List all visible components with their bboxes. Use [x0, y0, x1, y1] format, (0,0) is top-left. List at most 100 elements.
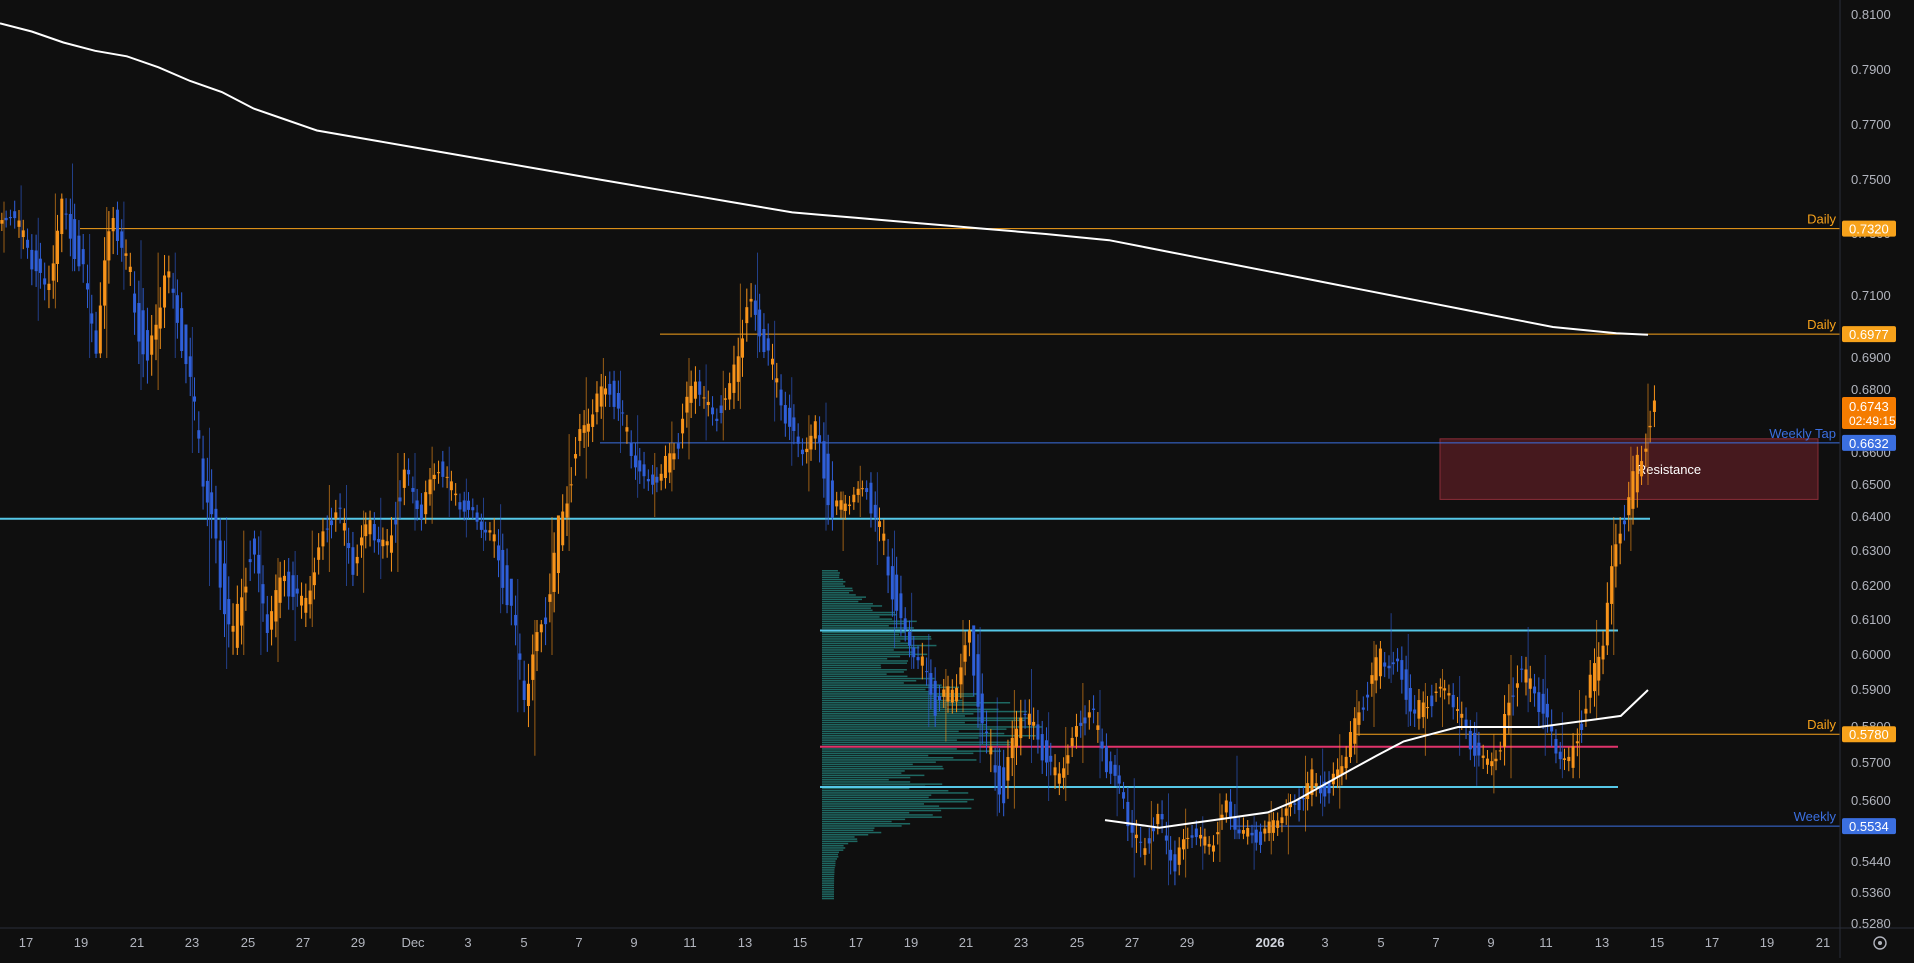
candle-body: [728, 383, 732, 400]
candle-body: [591, 414, 595, 427]
candle-body: [1464, 719, 1468, 728]
candle-body: [1434, 691, 1438, 693]
candle-body: [1289, 803, 1293, 808]
candle-body: [753, 300, 757, 315]
level-price-tag: [1842, 818, 1896, 835]
candle-body: [1066, 755, 1070, 764]
candle-body: [655, 476, 659, 483]
candle-body: [197, 430, 201, 439]
candle-body: [1361, 707, 1365, 710]
candle-body: [85, 283, 89, 290]
candle: [492, 504, 509, 614]
candle-body: [1584, 708, 1588, 714]
time-tick-label: 19: [904, 935, 918, 950]
candle-body: [642, 464, 646, 477]
candle: [972, 625, 989, 763]
volume-profile-bar: [822, 864, 836, 867]
candle-body: [980, 693, 984, 724]
volume-profile-bar: [822, 796, 929, 799]
candle: [1348, 690, 1365, 763]
time-tick-label: 27: [1125, 935, 1139, 950]
candle-body: [788, 407, 792, 427]
volume-profile-bar: [822, 882, 835, 884]
candle-body: [745, 307, 749, 324]
time-tick-label: 17: [19, 935, 33, 950]
candle-body: [1357, 712, 1361, 725]
candle-body: [261, 584, 265, 604]
volume-profile-bar: [822, 614, 897, 616]
price-tick-label: 0.6800: [1851, 382, 1891, 397]
volume-profile-bar: [822, 695, 975, 697]
level-label: Weekly Tap: [1769, 426, 1836, 441]
candle: [1143, 801, 1160, 870]
candle-body: [295, 588, 299, 594]
candle: [407, 453, 423, 531]
candle-body: [1079, 722, 1083, 726]
time-tick-label: 21: [130, 935, 144, 950]
candle-body: [488, 530, 492, 533]
volume-profile-bar: [822, 803, 924, 805]
price-tick-label: 0.7500: [1851, 172, 1891, 187]
candle-body: [338, 507, 342, 509]
candle-body: [0, 220, 4, 224]
candle-body: [1348, 732, 1352, 758]
candle-body: [180, 308, 184, 352]
price-tick-label: 0.5900: [1851, 682, 1891, 697]
candle-body: [137, 303, 141, 342]
level-label: Daily: [1807, 212, 1836, 227]
candle-body: [514, 614, 518, 626]
candle-body: [34, 250, 38, 272]
price-tick-label: 0.8100: [1851, 7, 1891, 22]
candle-body: [193, 396, 197, 402]
settings-gear-icon[interactable]: [1873, 936, 1887, 950]
level-price-tag-text: 0.6632: [1849, 436, 1889, 451]
candle-body: [77, 235, 81, 267]
candle-body: [56, 230, 60, 265]
volume-profile-bar: [822, 761, 936, 763]
candle-body: [616, 392, 620, 409]
candle-body: [1404, 669, 1408, 700]
candle-body: [770, 358, 774, 365]
candle-body: [723, 398, 727, 400]
price-tick-label: 0.6900: [1851, 350, 1891, 365]
candle: [1194, 816, 1211, 870]
volume-profile-bar: [822, 829, 874, 832]
candle-body: [805, 448, 809, 453]
candle-body: [1203, 836, 1207, 846]
time-tick-label: 19: [1760, 935, 1774, 950]
candle-body: [38, 258, 42, 273]
candle-body: [231, 625, 235, 632]
candle-body: [1468, 730, 1472, 750]
candle-body: [531, 654, 535, 680]
candle: [526, 620, 543, 756]
volume-profile-bar: [822, 600, 859, 603]
candle-body: [749, 298, 753, 302]
volume-profile-bar: [822, 710, 1028, 713]
candle-body: [282, 575, 286, 582]
candle-body: [21, 230, 25, 238]
candle-body: [509, 578, 513, 606]
candle: [681, 358, 697, 460]
candle-body: [1096, 725, 1100, 730]
candle-body: [467, 500, 471, 510]
candle: [1092, 690, 1108, 779]
candle-body: [907, 631, 911, 646]
candle-body: [1152, 827, 1156, 832]
time-axis[interactable]: 17 19 21 23 25 27 29 Dec 3 5 7 9 11 13 15 17 19 21 23 25 27 2…: [19, 935, 1830, 950]
candle-body: [1507, 702, 1511, 716]
candle-body: [758, 309, 762, 337]
candle-body: [1002, 767, 1006, 804]
candle-body: [933, 680, 937, 716]
candle-body: [711, 407, 715, 415]
candle-body: [47, 283, 51, 291]
resistance-zone-label: Resistance: [1637, 462, 1701, 477]
volume-profile-bar: [822, 748, 957, 750]
candle-body: [929, 673, 933, 695]
candle: [818, 402, 834, 531]
volume-profile-bar: [822, 592, 850, 594]
candle: [270, 558, 286, 662]
candle-body: [706, 401, 710, 406]
candle-body: [1199, 834, 1203, 839]
